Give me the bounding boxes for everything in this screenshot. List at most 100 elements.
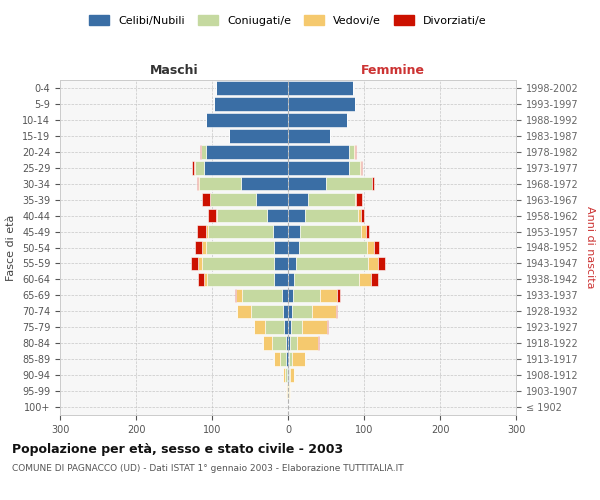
Bar <box>202 193 210 206</box>
Bar <box>336 304 337 318</box>
Bar <box>265 320 284 334</box>
Bar <box>251 304 283 318</box>
Bar <box>192 161 194 174</box>
Bar <box>288 145 349 158</box>
Bar <box>274 272 288 286</box>
Bar <box>216 209 217 222</box>
Bar <box>288 81 353 95</box>
Bar <box>361 225 366 238</box>
Bar <box>288 256 296 270</box>
Y-axis label: Fasce di età: Fasce di età <box>7 214 16 280</box>
Y-axis label: Anni di nascita: Anni di nascita <box>585 206 595 288</box>
Bar <box>311 304 336 318</box>
Bar <box>286 352 288 366</box>
Bar <box>359 272 371 286</box>
Bar <box>202 145 206 158</box>
Text: Femmine: Femmine <box>361 64 425 78</box>
Bar <box>300 225 361 238</box>
Bar <box>371 177 373 190</box>
Bar <box>305 209 358 222</box>
Bar <box>283 304 288 318</box>
Bar <box>288 336 290 350</box>
Bar <box>290 368 294 382</box>
Bar <box>194 161 205 174</box>
Bar <box>288 193 308 206</box>
Bar <box>366 225 370 238</box>
Bar <box>197 177 199 190</box>
Bar <box>288 209 305 222</box>
Bar <box>285 368 287 382</box>
Bar <box>203 272 208 286</box>
Bar <box>197 225 206 238</box>
Bar <box>199 256 202 270</box>
Bar <box>216 81 288 95</box>
Bar <box>367 240 374 254</box>
Bar <box>292 352 305 366</box>
Bar <box>320 288 337 302</box>
Bar <box>274 256 288 270</box>
Bar <box>241 177 288 190</box>
Bar <box>254 320 265 334</box>
Bar <box>368 256 379 270</box>
Bar <box>288 177 326 190</box>
Bar <box>358 209 361 222</box>
Bar <box>288 161 349 174</box>
Bar <box>272 336 286 350</box>
Bar <box>349 145 354 158</box>
Bar <box>287 368 288 382</box>
Bar <box>379 256 385 270</box>
Bar <box>263 336 272 350</box>
Bar <box>206 225 208 238</box>
Bar <box>208 209 216 222</box>
Bar <box>355 193 356 206</box>
Bar <box>337 288 340 302</box>
Bar <box>360 161 361 174</box>
Text: COMUNE DI PAGNACCO (UD) - Dati ISTAT 1° gennaio 2003 - Elaborazione TUTTITALIA.I: COMUNE DI PAGNACCO (UD) - Dati ISTAT 1° … <box>12 464 404 473</box>
Bar <box>208 225 273 238</box>
Bar <box>288 113 347 126</box>
Bar <box>206 113 288 126</box>
Bar <box>237 304 251 318</box>
Bar <box>371 272 379 286</box>
Bar <box>373 177 374 190</box>
Bar <box>282 288 288 302</box>
Bar <box>202 240 206 254</box>
Bar <box>229 129 288 142</box>
Bar <box>273 225 288 238</box>
Bar <box>274 352 280 366</box>
Bar <box>308 193 355 206</box>
Bar <box>206 240 274 254</box>
Bar <box>235 288 236 302</box>
Bar <box>205 161 288 174</box>
Bar <box>202 256 274 270</box>
Bar <box>356 193 362 206</box>
Bar <box>280 352 286 366</box>
Bar <box>267 209 288 222</box>
Bar <box>349 161 360 174</box>
Bar <box>286 336 288 350</box>
Bar <box>294 272 359 286</box>
Bar <box>292 304 311 318</box>
Bar <box>288 97 355 110</box>
Bar <box>288 240 299 254</box>
Legend: Celibi/Nubili, Coniugati/e, Vedovi/e, Divorziati/e: Celibi/Nubili, Coniugati/e, Vedovi/e, Di… <box>85 10 491 30</box>
Bar <box>210 193 211 206</box>
Bar <box>354 145 355 158</box>
Bar <box>199 177 241 190</box>
Bar <box>299 240 367 254</box>
Bar <box>288 368 289 382</box>
Bar <box>355 145 356 158</box>
Bar <box>288 384 289 398</box>
Bar <box>326 177 371 190</box>
Bar <box>217 209 267 222</box>
Bar <box>284 320 288 334</box>
Bar <box>288 320 291 334</box>
Bar <box>374 240 379 254</box>
Bar <box>283 368 285 382</box>
Bar <box>293 288 320 302</box>
Bar <box>289 368 290 382</box>
Text: Popolazione per età, sesso e stato civile - 2003: Popolazione per età, sesso e stato civil… <box>12 442 343 456</box>
Bar <box>288 352 289 366</box>
Bar <box>214 97 288 110</box>
Bar <box>236 288 242 302</box>
